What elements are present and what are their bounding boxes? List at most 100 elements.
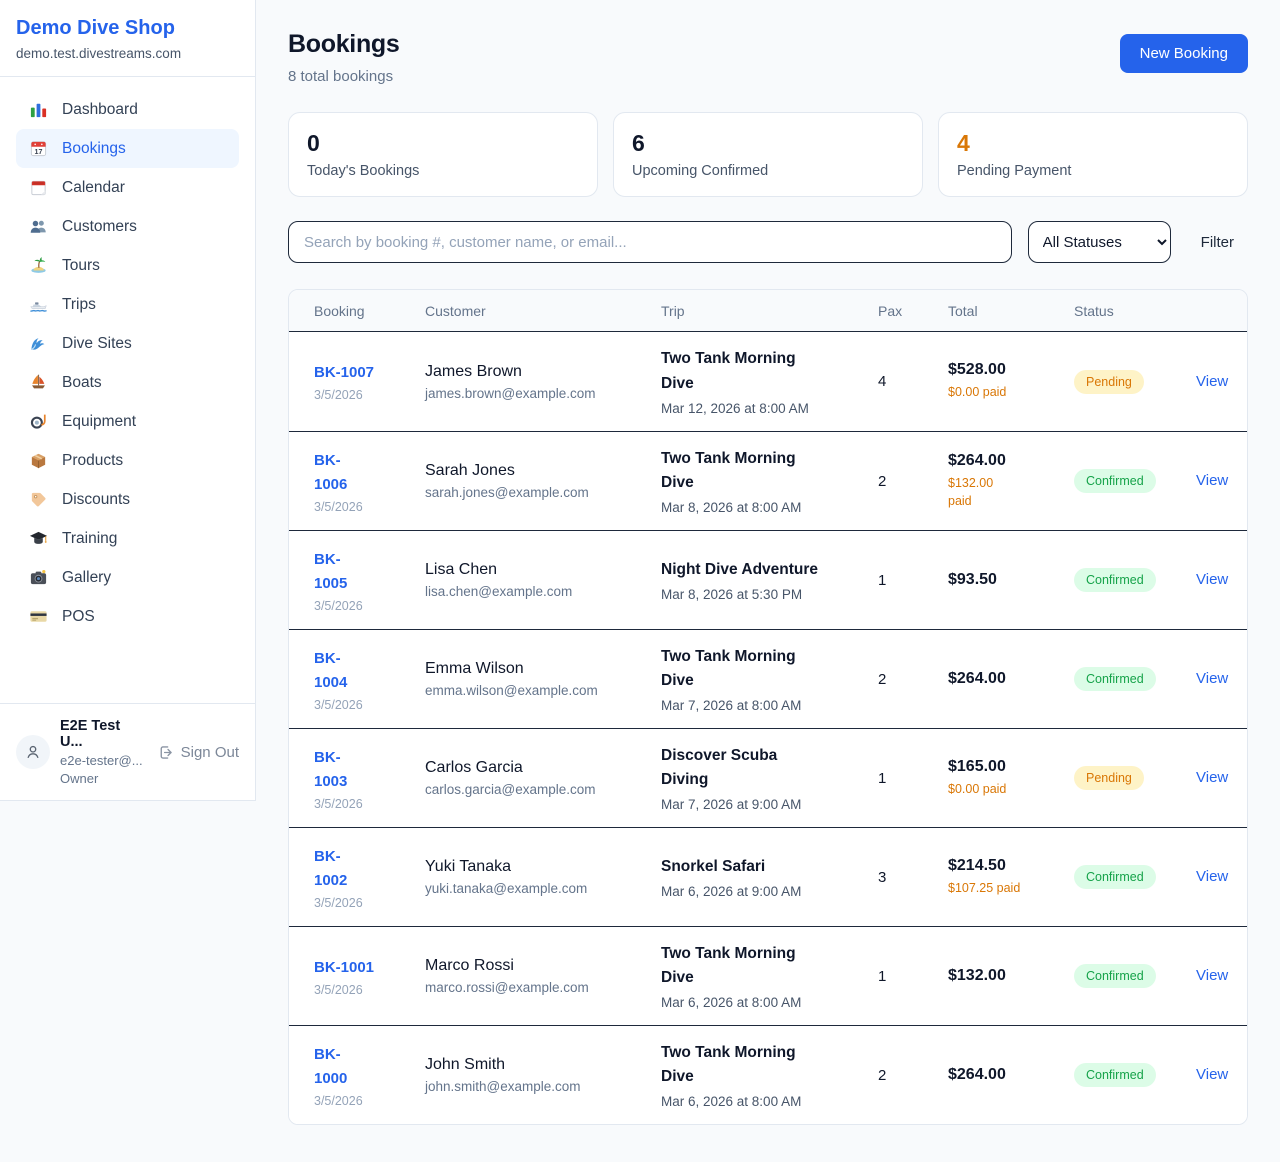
booking-link[interactable]: BK- 1003 (314, 748, 348, 790)
trip-cell: Two Tank Morning Dive Mar 7, 2026 at 8:0… (661, 645, 878, 713)
view-link[interactable]: View (1196, 571, 1229, 588)
booking-link[interactable]: BK- 1006 (314, 451, 348, 493)
stat-card-upcoming-confirmed: 6 Upcoming Confirmed (613, 112, 923, 197)
total-amount: $165.00 (948, 757, 1006, 775)
sidebar-item-trips[interactable]: Trips (16, 285, 239, 324)
user-email: e2e-tester@... (60, 753, 143, 768)
trip-datetime: Mar 8, 2026 at 5:30 PM (661, 587, 803, 602)
sidebar-item-tours[interactable]: Tours (16, 246, 239, 285)
customer-name: John Smith (425, 1056, 506, 1073)
view-cell: View (1196, 373, 1228, 391)
view-link[interactable]: View (1196, 967, 1229, 984)
total-amount: $93.50 (948, 571, 997, 588)
table-row: BK- 1003 3/5/2026 Carlos Garcia carlos.g… (289, 728, 1247, 827)
pax-count: 4 (878, 373, 887, 390)
sidebar-item-gallery[interactable]: Gallery (16, 558, 239, 597)
pax-count: 3 (878, 868, 887, 886)
trip-cell: Discover Scuba Diving Mar 7, 2026 at 9:0… (661, 744, 878, 812)
table-row: BK-1001 3/5/2026 Marco Rossi marco.rossi… (289, 926, 1247, 1025)
view-link[interactable]: View (1196, 1066, 1229, 1083)
package-icon (29, 451, 48, 470)
view-link[interactable]: View (1196, 472, 1229, 489)
graduation-cap-icon (29, 529, 48, 548)
wave-icon (29, 334, 48, 353)
view-link[interactable]: View (1196, 868, 1229, 885)
booking-link[interactable]: BK- 1005 (314, 550, 348, 592)
trip-name: Two Tank Morning Dive (661, 944, 796, 986)
sidebar-item-equipment[interactable]: Equipment (16, 402, 239, 441)
trip-cell: Two Tank Morning Dive Mar 12, 2026 at 8:… (661, 347, 878, 415)
stats-row: 0 Today's Bookings 6 Upcoming Confirmed … (288, 112, 1248, 197)
total-amount: $264.00 (948, 1066, 1006, 1083)
trip-name: Discover Scuba Diving (661, 746, 778, 788)
sidebar-item-label: Gallery (62, 568, 112, 586)
status-filter-select[interactable]: All Statuses (1027, 221, 1171, 263)
booking-cell: BK- 1005 3/5/2026 (314, 548, 425, 613)
sidebar-item-dive-sites[interactable]: Dive Sites (16, 324, 239, 363)
trip-cell: Snorkel Safari Mar 6, 2026 at 9:00 AM (661, 855, 878, 899)
page-header: Bookings 8 total bookings New Booking (288, 30, 1248, 85)
booking-date: 3/5/2026 (314, 1093, 363, 1108)
main-content: Bookings 8 total bookings New Booking 0 … (256, 0, 1280, 1157)
sidebar-item-customers[interactable]: Customers (16, 207, 239, 246)
stat-value: 4 (957, 130, 970, 156)
search-input[interactable] (288, 221, 1012, 263)
booking-link[interactable]: BK-1007 (314, 364, 375, 381)
brand-name[interactable]: Demo Dive Shop (16, 17, 175, 39)
sidebar-item-boats[interactable]: Boats (16, 363, 239, 402)
total-amount: $264.00 (948, 451, 1006, 469)
user-role: Owner (60, 771, 99, 786)
tag-icon (29, 490, 48, 509)
pax-count: 2 (878, 1066, 887, 1084)
booking-link[interactable]: BK- 1000 (314, 1045, 348, 1087)
column-header-customer: Customer (425, 302, 486, 319)
status-badge: Confirmed (1074, 568, 1156, 592)
booking-link[interactable]: BK- 1002 (314, 847, 348, 889)
customer-email: james.brown@example.com (425, 385, 596, 401)
sidebar-item-bookings[interactable]: 17 Bookings (16, 129, 239, 168)
sidebar-item-discounts[interactable]: Discounts (16, 480, 239, 519)
view-link[interactable]: View (1196, 769, 1229, 786)
sidebar-item-training[interactable]: Training (16, 519, 239, 558)
view-link[interactable]: View (1196, 670, 1229, 687)
user-name: E2E Test U... (60, 718, 121, 750)
sidebar-item-dashboard[interactable]: Dashboard (16, 90, 239, 129)
paid-amount: $132.00 paid (948, 475, 994, 508)
sign-out-button[interactable]: Sign Out (157, 744, 239, 761)
total-cell: $264.00 $132.00 paid (948, 452, 1074, 510)
sign-out-label: Sign Out (180, 743, 239, 761)
column-header-status: Status (1074, 302, 1114, 319)
booking-date: 3/5/2026 (314, 388, 363, 402)
table-row: BK-1007 3/5/2026 James Brown james.brown… (289, 332, 1247, 431)
total-amount: $214.50 (948, 856, 1006, 874)
column-header-booking: Booking (314, 302, 365, 319)
customer-email: sarah.jones@example.com (425, 485, 589, 500)
sidebar-item-label: Dashboard (62, 100, 138, 118)
sidebar-item-label: Trips (62, 295, 96, 313)
booking-link[interactable]: BK- 1004 (314, 649, 348, 691)
booking-cell: BK- 1004 3/5/2026 (314, 647, 425, 712)
trip-cell: Two Tank Morning Dive Mar 8, 2026 at 8:0… (661, 447, 878, 515)
paid-amount: $107.25 paid (948, 880, 1021, 895)
diving-mask-icon (29, 412, 48, 431)
new-booking-button[interactable]: New Booking (1119, 34, 1248, 73)
bookings-table: Booking Customer Trip Pax Total Status B… (288, 289, 1248, 1125)
total-amount: $132.00 (948, 967, 1006, 984)
customer-name: Sarah Jones (425, 462, 515, 479)
table-row: BK- 1002 3/5/2026 Yuki Tanaka yuki.tanak… (289, 827, 1247, 926)
filter-button[interactable]: Filter (1200, 233, 1234, 251)
column-header-total: Total (948, 302, 978, 319)
booking-link[interactable]: BK-1001 (314, 958, 375, 976)
sidebar-item-calendar[interactable]: Calendar (16, 168, 239, 207)
pax-count: 2 (878, 670, 887, 688)
customer-email: lisa.chen@example.com (425, 584, 573, 599)
status-cell: Confirmed (1074, 568, 1196, 592)
booking-date: 3/5/2026 (314, 499, 363, 514)
avatar (16, 735, 50, 769)
sidebar-item-pos[interactable]: POS (16, 597, 239, 636)
customer-name: Carlos Garcia (425, 759, 523, 776)
sidebar-item-products[interactable]: Products (16, 441, 239, 480)
stat-card-todays-bookings: 0 Today's Bookings (288, 112, 598, 197)
view-link[interactable]: View (1196, 372, 1229, 390)
trip-name: Two Tank Morning Dive (661, 1043, 796, 1085)
